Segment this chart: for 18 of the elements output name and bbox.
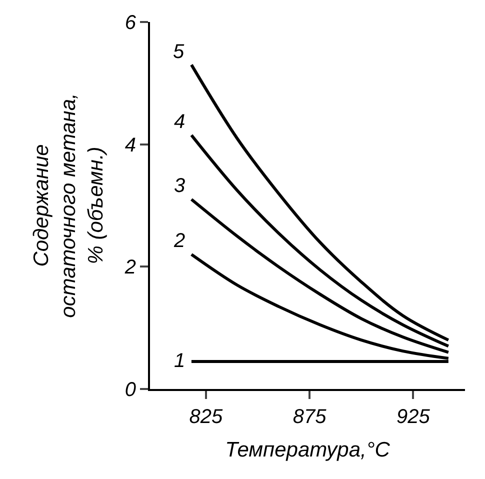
y-tick-label: 2	[124, 256, 136, 279]
y-tick-label: 0	[124, 379, 136, 401]
y-axis-title: Содержание остаточного метана, % (объемн.)	[30, 93, 108, 318]
series-label: 1	[174, 350, 186, 372]
x-tick-label: 875	[292, 406, 328, 428]
x-axis-title: Температура,°С	[225, 438, 391, 462]
y-tick-label: 4	[124, 134, 136, 156]
x-tick-label: 925	[396, 406, 431, 428]
series-label: 3	[174, 175, 186, 197]
series-label: 5	[173, 41, 185, 63]
series-label: 2	[173, 230, 186, 252]
line-series	[190, 63, 450, 342]
x-tick-label: 825	[189, 406, 224, 428]
line-series	[190, 252, 450, 360]
y-tick-label: 6	[124, 12, 137, 34]
line-series	[190, 134, 450, 348]
series-label: 4	[174, 111, 186, 133]
line-series	[190, 198, 450, 354]
